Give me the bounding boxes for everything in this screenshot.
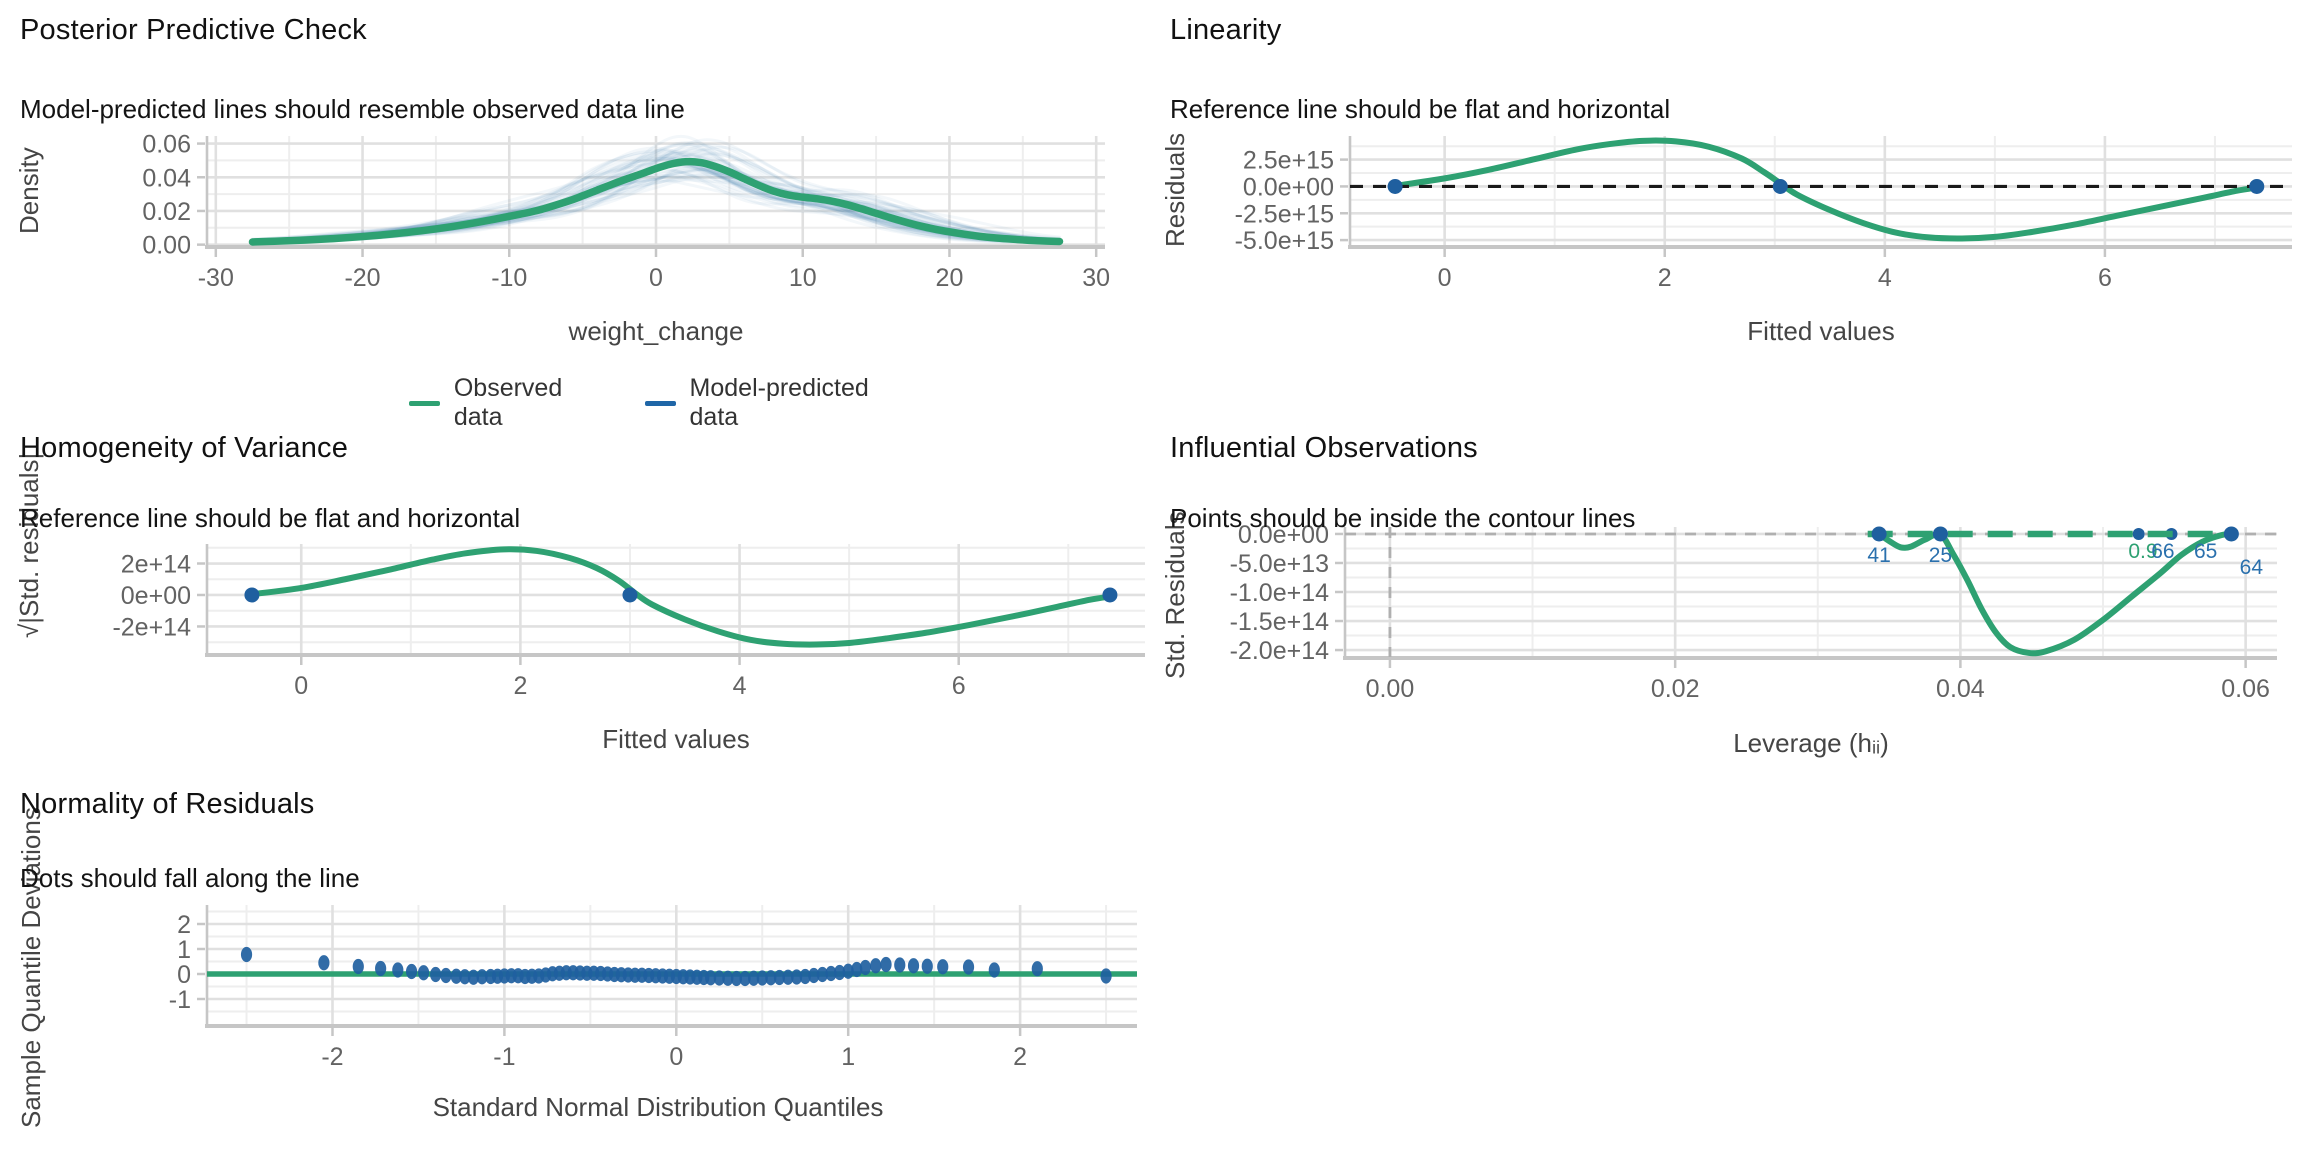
svg-text:0: 0 bbox=[1438, 264, 1452, 292]
panel-subtitle: Model-predicted lines should resemble ob… bbox=[20, 94, 685, 124]
svg-text:4: 4 bbox=[733, 672, 747, 700]
svg-text:66: 66 bbox=[2151, 540, 2174, 563]
panel-subtitle: Reference line should be flat and horizo… bbox=[1170, 94, 1671, 124]
svg-text:-1: -1 bbox=[169, 986, 191, 1014]
svg-text:2: 2 bbox=[1658, 264, 1672, 292]
svg-text:-2.5e+15: -2.5e+15 bbox=[1235, 200, 1334, 228]
x-axis-title: Leverage (hᵢᵢ) bbox=[1733, 728, 1889, 758]
svg-text:6: 6 bbox=[2098, 264, 2112, 292]
legend-label: Model-predicted data bbox=[689, 374, 869, 431]
x-axis-title: Standard Normal Distribution Quantiles bbox=[432, 1092, 884, 1122]
svg-text:0.00: 0.00 bbox=[142, 232, 191, 260]
svg-text:10: 10 bbox=[789, 264, 817, 292]
y-axis-title: Density bbox=[14, 147, 44, 235]
svg-text:0: 0 bbox=[669, 1043, 683, 1071]
svg-text:-20: -20 bbox=[344, 264, 380, 292]
svg-text:0.06: 0.06 bbox=[2221, 675, 2270, 703]
svg-text:1: 1 bbox=[841, 1043, 855, 1071]
panel-subtitle: Reference line should be flat and horizo… bbox=[20, 503, 521, 533]
svg-text:0.02: 0.02 bbox=[1651, 675, 1700, 703]
svg-text:0e+00: 0e+00 bbox=[121, 582, 191, 610]
legend-item-observed: Observed data bbox=[409, 374, 603, 432]
svg-text:0.04: 0.04 bbox=[1936, 675, 1985, 703]
svg-text:2: 2 bbox=[513, 672, 527, 700]
svg-text:0.0e+00: 0.0e+00 bbox=[1238, 521, 1329, 549]
svg-text:-1.5e+14: -1.5e+14 bbox=[1230, 608, 1329, 636]
svg-text:0: 0 bbox=[649, 264, 663, 292]
svg-text:-5.0e+15: -5.0e+15 bbox=[1235, 227, 1334, 255]
x-axis-title: Fitted values bbox=[602, 724, 750, 754]
model-predicted-line-swatch bbox=[644, 400, 676, 406]
svg-text:20: 20 bbox=[936, 264, 964, 292]
x-axis-title: weight_change bbox=[568, 316, 744, 346]
svg-text:-1: -1 bbox=[493, 1043, 515, 1071]
panel-subtitle: Points should be inside the contour line… bbox=[1170, 503, 1636, 533]
svg-text:64: 64 bbox=[2240, 556, 2264, 579]
svg-text:0.06: 0.06 bbox=[142, 131, 191, 159]
panel-normality-of-residuals: Normality of Residuals Dots should fall … bbox=[0, 775, 1150, 1152]
svg-text:-1.0e+14: -1.0e+14 bbox=[1230, 579, 1329, 607]
svg-text:1: 1 bbox=[177, 936, 191, 964]
svg-text:65: 65 bbox=[2194, 540, 2217, 563]
svg-text:2e+14: 2e+14 bbox=[121, 551, 191, 579]
svg-text:-2: -2 bbox=[321, 1043, 343, 1071]
svg-text:-5.0e+13: -5.0e+13 bbox=[1230, 550, 1329, 578]
svg-text:2: 2 bbox=[1013, 1043, 1027, 1071]
svg-text:0: 0 bbox=[177, 961, 191, 989]
legend: Observed data Model-predicted data bbox=[409, 374, 903, 432]
panel-subtitle: Dots should fall along the line bbox=[20, 863, 360, 893]
observed-line-swatch bbox=[409, 400, 440, 406]
legend-item-model-predicted: Model-predicted data bbox=[644, 374, 903, 432]
svg-text:-2.0e+14: -2.0e+14 bbox=[1230, 637, 1329, 665]
svg-text:4: 4 bbox=[1878, 264, 1892, 292]
panel-title: Homogeneity of Variance bbox=[20, 432, 349, 464]
svg-text:25: 25 bbox=[1929, 544, 1952, 567]
svg-text:-10: -10 bbox=[491, 264, 527, 292]
panel-title: Influential Observations bbox=[1170, 432, 1478, 464]
panel-title: Linearity bbox=[1170, 14, 1282, 46]
panel-title: Posterior Predictive Check bbox=[20, 14, 367, 46]
svg-text:0.0e+00: 0.0e+00 bbox=[1243, 173, 1334, 201]
svg-text:-2e+14: -2e+14 bbox=[112, 613, 191, 641]
svg-text:6: 6 bbox=[952, 672, 966, 700]
svg-text:0.9: 0.9 bbox=[2128, 540, 2157, 563]
panel-homogeneity-of-variance: Homogeneity of Variance Reference line s… bbox=[0, 420, 1150, 775]
panel-influential-observations: Influential Observations Points should b… bbox=[1150, 420, 2304, 775]
svg-text:-30: -30 bbox=[198, 264, 234, 292]
svg-text:0.00: 0.00 bbox=[1366, 675, 1415, 703]
svg-text:30: 30 bbox=[1082, 264, 1110, 292]
y-axis-title: Sample Quantile Deviations bbox=[16, 807, 46, 1128]
panel-posterior-predictive-check: Posterior Predictive Check Model-predict… bbox=[0, 0, 1150, 431]
svg-text:0.04: 0.04 bbox=[142, 164, 191, 192]
x-axis-title: Fitted values bbox=[1747, 316, 1895, 346]
svg-text:2.5e+15: 2.5e+15 bbox=[1243, 147, 1334, 175]
svg-text:0: 0 bbox=[294, 672, 308, 700]
y-axis-title: √|Std. residuals| bbox=[14, 452, 44, 638]
svg-text:41: 41 bbox=[1867, 544, 1890, 567]
legend-label: Observed data bbox=[453, 374, 563, 431]
svg-text:2: 2 bbox=[177, 911, 191, 939]
svg-text:0.02: 0.02 bbox=[142, 198, 191, 226]
panel-title: Normality of Residuals bbox=[20, 788, 315, 820]
panel-linearity: Linearity Reference line should be flat … bbox=[1150, 0, 2304, 420]
y-axis-title: Residuals bbox=[1160, 132, 1190, 248]
